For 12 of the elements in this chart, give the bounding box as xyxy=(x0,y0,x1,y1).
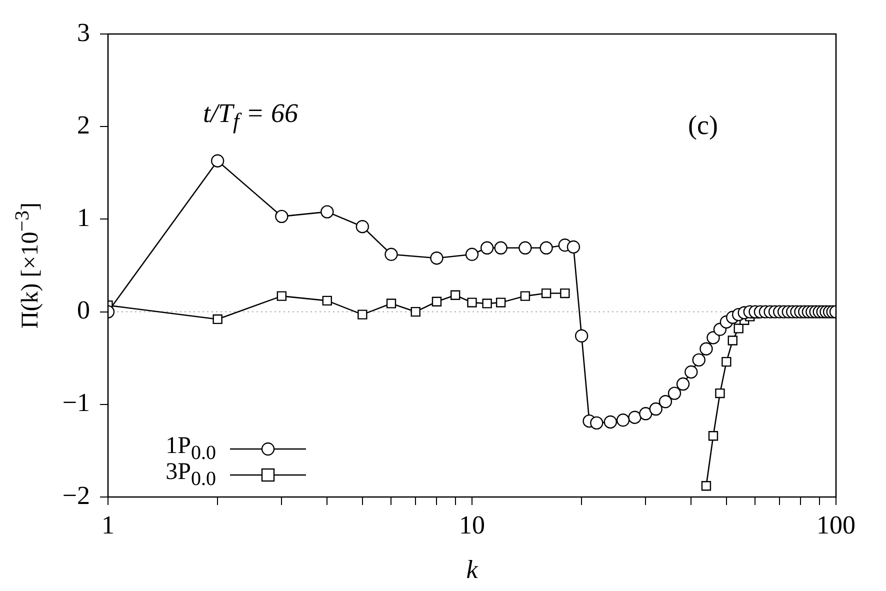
x-tick-label: 1 xyxy=(102,510,114,540)
x-tick-label: 100 xyxy=(816,510,856,540)
y-tick-label: −1 xyxy=(62,388,90,418)
annotation: t/T$_{f}$ = 66 xyxy=(203,98,298,134)
y-tick-label: 3 xyxy=(77,18,90,47)
x-tick-label: 10 xyxy=(459,510,485,540)
y-tick-label: −2 xyxy=(62,480,90,510)
y-tick-label: 2 xyxy=(77,110,90,140)
y-tick-label: 0 xyxy=(77,296,90,325)
x-axis-title: k xyxy=(466,555,478,584)
annotation: (c) xyxy=(688,110,718,141)
y-tick-label: 1 xyxy=(77,203,90,232)
